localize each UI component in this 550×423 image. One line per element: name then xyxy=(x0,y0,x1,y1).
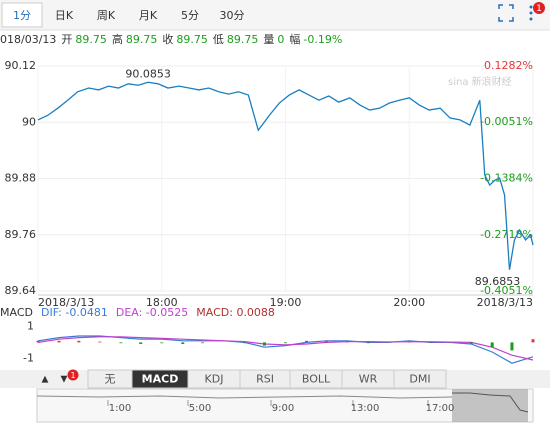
badge-text: 1 xyxy=(70,371,75,380)
navigator-label: 17:00 xyxy=(426,403,455,414)
macd-bar xyxy=(407,341,411,343)
tab-label[interactable]: 日K xyxy=(55,9,74,22)
y-tick-label: 90.12 xyxy=(5,59,37,72)
macd-line xyxy=(37,335,534,364)
macd-bar xyxy=(139,342,143,344)
legend-entry: MACD: 0.0088 xyxy=(196,306,275,319)
navigator xyxy=(36,388,534,423)
quote-value: 89.75 xyxy=(176,33,208,46)
quote-label: 开 xyxy=(61,33,72,46)
macd-title: MACD xyxy=(0,306,33,319)
macd-tick-label: -1 xyxy=(23,351,34,364)
indicator-tab-label[interactable]: RSI xyxy=(256,373,274,386)
legend-entry: DEA: -0.0525 xyxy=(116,306,188,319)
macd-tick-label: 1 xyxy=(27,319,34,332)
y2-tick-label: -0.0051% xyxy=(480,115,533,128)
macd-line xyxy=(37,336,534,361)
quote-value: -0.19% xyxy=(303,33,342,46)
macd-bar xyxy=(201,342,205,344)
navigator-line xyxy=(36,395,453,399)
indicator-tab-label[interactable]: MACD xyxy=(142,373,179,386)
tab-label[interactable]: 30分 xyxy=(220,9,245,22)
menu-icon[interactable] xyxy=(529,5,533,21)
tab-bar xyxy=(0,0,550,30)
macd-bar xyxy=(345,341,349,343)
tab-label[interactable]: 月K xyxy=(139,9,158,22)
tab-label[interactable]: 1分 xyxy=(13,9,31,22)
macd-bar xyxy=(181,342,185,344)
quote-info: 018/03/13 开 89.75 高 89.75 收 89.75 低 89.75 量 0 幅 -0.1… xyxy=(0,32,342,46)
quote-label: 幅 xyxy=(289,33,300,46)
x-tick-label: 18:00 xyxy=(146,296,178,309)
macd-bar xyxy=(510,342,514,351)
quote-label: 高 xyxy=(112,32,123,46)
arrow-down[interactable]: ▼ xyxy=(61,375,68,385)
quote-value: 89.75 xyxy=(75,33,107,46)
macd-bar xyxy=(305,340,309,343)
tab[interactable] xyxy=(1,2,43,28)
macd-bar xyxy=(366,342,370,344)
navigator-label: 9:00 xyxy=(272,403,294,414)
indicator-tab-label[interactable]: WR xyxy=(359,373,378,386)
macd-bar xyxy=(531,339,535,343)
macd-bar xyxy=(36,340,40,343)
y-tick-label: 89.76 xyxy=(5,228,37,241)
macd-bar xyxy=(469,342,473,344)
tab-label[interactable]: 周K xyxy=(97,9,116,22)
macd-bar xyxy=(77,340,81,343)
badge xyxy=(67,369,79,381)
macd-bar xyxy=(428,342,432,344)
macd-bar xyxy=(98,341,102,343)
y-tick-label: 90 xyxy=(22,115,36,128)
x-tick-label: 20:00 xyxy=(393,296,425,309)
y-tick-label: 89.88 xyxy=(5,172,37,185)
price-line xyxy=(37,81,534,270)
macd-bar xyxy=(284,342,287,344)
indicator-tab-label[interactable]: DMI xyxy=(409,373,430,386)
badge xyxy=(533,2,545,14)
macd-bar xyxy=(324,340,328,343)
quote-label: 量 xyxy=(263,33,274,46)
macd-bar xyxy=(160,342,164,344)
navigator-label: 1:00 xyxy=(109,403,131,414)
y2-tick-label: -0.4051% xyxy=(480,284,533,297)
annotation: 90.0853 xyxy=(125,67,171,80)
quote-label: 收 xyxy=(162,32,173,46)
arrow-up[interactable]: ▲ xyxy=(42,375,49,385)
quote-date: 018/03/13 xyxy=(0,33,56,46)
tab-label[interactable]: 5分 xyxy=(181,9,199,22)
y2-tick-label: 0.1282% xyxy=(484,59,533,72)
indicator-tab-label[interactable]: KDJ xyxy=(205,373,224,386)
indicator-tab[interactable] xyxy=(393,369,447,389)
quote-value: 89.75 xyxy=(126,33,158,46)
macd-bar xyxy=(243,342,247,344)
indicator-tab-label[interactable]: BOLL xyxy=(302,373,331,386)
macd-legend: MACD DIF: -0.0481 DEA: -0.0525 MACD: 0.0088 xyxy=(0,306,275,319)
annotation: 89.6853 xyxy=(475,275,521,288)
navigator-label: 13:00 xyxy=(351,403,380,414)
legend-entry: DIF: -0.0481 xyxy=(41,306,108,319)
macd-bar xyxy=(119,342,123,344)
indicator-tab-label[interactable]: 无 xyxy=(105,373,116,386)
quote-label: 低 xyxy=(213,33,224,46)
x-tick-label: 2018/3/13 xyxy=(38,296,94,309)
quote-value: 89.75 xyxy=(227,33,259,46)
fullscreen-icon[interactable] xyxy=(498,4,514,22)
macd-bar xyxy=(262,342,266,346)
watermark: sina 新浪财经 xyxy=(448,75,512,88)
navigator-selected-line xyxy=(452,392,529,413)
macd-bar xyxy=(490,342,494,348)
navigator-label: 5:00 xyxy=(189,403,211,414)
quote-value: 0 xyxy=(277,33,284,46)
x-tick-label: 2018/3/13 xyxy=(477,296,533,309)
y-tick-label: 89.64 xyxy=(5,284,37,297)
badge-text: 1 xyxy=(536,4,542,14)
macd-bar xyxy=(57,340,61,343)
x-tick-label: 19:00 xyxy=(270,296,302,309)
